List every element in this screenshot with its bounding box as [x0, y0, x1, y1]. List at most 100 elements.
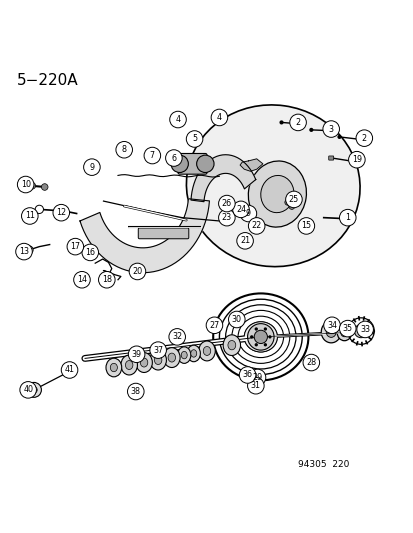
Text: 17: 17 — [70, 242, 80, 251]
Text: 2: 2 — [295, 118, 300, 127]
Text: 18: 18 — [102, 275, 112, 284]
Circle shape — [16, 244, 32, 260]
Text: 23: 23 — [221, 213, 231, 222]
Text: 25: 25 — [288, 195, 298, 204]
Circle shape — [348, 151, 364, 168]
Circle shape — [284, 199, 290, 205]
Circle shape — [339, 320, 355, 337]
Text: 10: 10 — [21, 180, 31, 189]
Ellipse shape — [336, 325, 351, 341]
Text: 24: 24 — [235, 205, 245, 214]
Circle shape — [65, 367, 74, 375]
Text: 39: 39 — [131, 350, 141, 359]
Circle shape — [356, 321, 373, 338]
Text: 5−220A: 5−220A — [17, 72, 78, 88]
Circle shape — [285, 191, 301, 208]
Circle shape — [169, 111, 186, 128]
Circle shape — [82, 244, 98, 261]
Text: 32: 32 — [172, 333, 182, 341]
Circle shape — [186, 131, 202, 147]
Circle shape — [61, 362, 78, 378]
Ellipse shape — [228, 341, 235, 350]
Ellipse shape — [135, 353, 152, 373]
Ellipse shape — [181, 351, 187, 359]
Ellipse shape — [260, 175, 293, 213]
Circle shape — [254, 343, 257, 346]
Text: 7: 7 — [150, 151, 154, 160]
Text: 34: 34 — [326, 321, 336, 330]
Circle shape — [337, 135, 341, 139]
Circle shape — [247, 324, 273, 350]
Circle shape — [254, 327, 257, 330]
Ellipse shape — [177, 347, 190, 364]
Text: 5: 5 — [192, 134, 197, 143]
Circle shape — [165, 150, 182, 166]
Text: 6: 6 — [171, 154, 176, 163]
Circle shape — [206, 317, 222, 334]
Text: 38: 38 — [131, 387, 140, 396]
Ellipse shape — [150, 350, 166, 370]
Ellipse shape — [244, 322, 277, 352]
Circle shape — [98, 271, 115, 288]
Circle shape — [323, 317, 339, 334]
Polygon shape — [80, 199, 209, 273]
Text: 4: 4 — [175, 115, 180, 124]
Circle shape — [35, 205, 43, 214]
Circle shape — [150, 342, 166, 358]
Circle shape — [83, 159, 100, 175]
Text: 22: 22 — [251, 221, 261, 230]
Circle shape — [218, 209, 235, 226]
Text: 29: 29 — [252, 373, 262, 382]
Text: 8: 8 — [121, 146, 126, 154]
Circle shape — [196, 155, 214, 173]
Circle shape — [29, 182, 36, 189]
Text: 37: 37 — [153, 345, 163, 354]
Text: 9: 9 — [245, 209, 250, 218]
Ellipse shape — [110, 364, 117, 372]
Text: 20: 20 — [132, 267, 142, 276]
Circle shape — [17, 176, 34, 193]
Ellipse shape — [223, 335, 240, 356]
Circle shape — [339, 209, 355, 226]
Text: 21: 21 — [240, 236, 249, 245]
Ellipse shape — [186, 105, 359, 266]
Circle shape — [53, 204, 69, 221]
Circle shape — [228, 311, 244, 328]
Ellipse shape — [154, 356, 161, 365]
Circle shape — [67, 238, 83, 255]
Ellipse shape — [140, 358, 147, 367]
Circle shape — [322, 121, 339, 138]
FancyBboxPatch shape — [328, 156, 333, 160]
Circle shape — [355, 130, 372, 147]
Circle shape — [268, 335, 271, 338]
Ellipse shape — [121, 355, 137, 375]
Circle shape — [211, 109, 227, 126]
Text: 15: 15 — [301, 221, 311, 230]
Circle shape — [263, 327, 266, 330]
Circle shape — [25, 246, 33, 254]
Ellipse shape — [190, 350, 196, 357]
Circle shape — [279, 120, 283, 125]
Ellipse shape — [198, 341, 215, 361]
Text: 26: 26 — [221, 199, 231, 208]
Circle shape — [239, 367, 255, 383]
Text: 16: 16 — [85, 248, 95, 257]
Polygon shape — [240, 159, 262, 171]
Circle shape — [249, 335, 253, 338]
Text: 35: 35 — [342, 324, 352, 333]
Text: 11: 11 — [25, 212, 35, 221]
Circle shape — [254, 330, 267, 343]
FancyBboxPatch shape — [178, 154, 206, 174]
Circle shape — [116, 141, 132, 158]
Circle shape — [309, 128, 313, 132]
Ellipse shape — [106, 358, 121, 377]
Circle shape — [128, 346, 145, 362]
Circle shape — [31, 386, 37, 393]
Text: 9: 9 — [89, 163, 94, 172]
Ellipse shape — [203, 346, 210, 356]
Text: 4: 4 — [216, 113, 221, 122]
Text: 2: 2 — [361, 134, 366, 143]
Text: 27: 27 — [209, 321, 219, 330]
Circle shape — [232, 201, 249, 217]
Ellipse shape — [187, 345, 200, 362]
